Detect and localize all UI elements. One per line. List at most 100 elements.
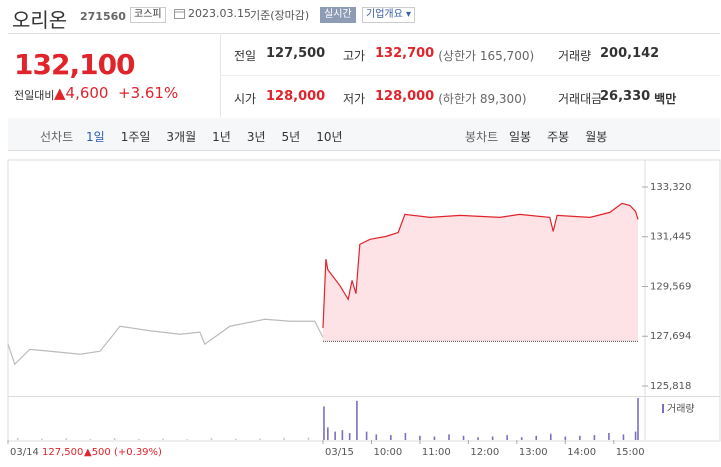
change: ▲4,600 [54,84,109,102]
item-label: 저가 [343,92,366,106]
volume-bar [564,436,567,440]
change-rate: +3.61% [118,84,179,102]
volume-bar [448,434,450,440]
x-tick-label: 03/14 [10,447,39,458]
tab[interactable]: 5년 [281,130,301,144]
price-area [323,203,638,342]
y-tick-label: 125,818 [650,381,691,392]
volume-bar [138,438,140,440]
volume-bar [162,438,164,440]
volume-bar [491,436,494,440]
item-note: (상한가 165,700) [438,49,535,63]
volume-bar [608,433,610,440]
volume-bar [390,435,392,440]
x-tick-label: 15:00 [616,447,645,458]
x-tick-label: 10:00 [373,447,402,458]
divider [220,33,221,117]
volume-bar [41,438,43,440]
current-price: 132,100 [14,48,136,81]
volume-bar [259,438,261,440]
tab-label: 선차트 [40,130,74,144]
hover-price: 127,500 [42,447,83,458]
volume-bar [375,434,378,440]
item-label: 고가 [343,49,366,63]
volume-bar [327,427,329,440]
status: 기준(장마감) [250,9,310,22]
y-tick-label: 129,569 [650,282,691,293]
volume-bar [210,438,213,440]
volume-bar [348,433,351,440]
hover-rate: (+0.39%) [114,447,162,458]
stock-name: 오리온 [12,8,68,32]
change-label: 전일대비 [14,89,55,102]
x-tick-label: 03/15 [325,447,354,458]
tab[interactable]: 3개월 [166,130,197,144]
item-value: 128,000 [266,89,326,104]
volume-bar [404,433,407,440]
item-value: 128,000 [375,89,435,104]
tab[interactable]: 1주일 [120,130,151,144]
volume-bar [535,435,538,440]
x-tick-label: 14:00 [567,447,596,458]
volume-bar [549,433,552,440]
volume-bar [520,437,523,440]
tab[interactable]: 주봉 [547,130,570,144]
market-badge: 코스피 [130,7,166,23]
y-tick-label: 127,694 [650,331,691,342]
item-label: 전일 [234,49,257,63]
realtime-badge[interactable]: 실시간 [320,7,356,23]
y-tick-label: 131,445 [650,232,691,243]
tab[interactable]: 1일 [86,130,105,144]
date: 2023.03.15 [188,7,251,20]
volume-bar [283,437,286,440]
x-tick-label: 12:00 [470,447,499,458]
item-value: 132,700 [375,46,435,61]
legend-swatch [662,404,664,413]
volume-bar [16,437,19,440]
x-tick-label: 13:00 [519,447,548,458]
company-info-button[interactable]: 기업개요 ▾ [362,7,416,23]
item-label: 시가 [234,92,257,106]
tab-label: 봉차트 [465,130,499,144]
volume-bar [419,435,421,440]
hover-change: ▲500 [84,447,111,458]
item-label: 거래량 [558,49,592,63]
tab[interactable]: 월봉 [585,130,608,144]
volume-bar [637,398,639,440]
volume-bar [89,439,92,440]
tab[interactable]: 1년 [212,130,231,144]
volume-bar [634,431,637,440]
legend-label: 거래량 [667,403,695,415]
tab[interactable]: 10년 [316,130,343,144]
item-value: 26,330 [600,89,651,104]
tab-bar [8,118,720,151]
volume-bar [477,437,479,440]
plot-frame [7,159,721,442]
item-note: (하한가 89,300) [438,92,527,106]
volume-bar [356,400,358,440]
price-line [7,318,324,366]
stock-code: 271560 [80,10,126,23]
volume-bar [307,437,310,440]
volume-bar [579,435,581,440]
calendar-icon [174,9,185,19]
volume-bar [341,430,344,440]
x-tick-label: 11:00 [422,447,451,458]
item-label: 거래대금 [558,92,603,106]
item-value: 200,142 [600,46,660,61]
chart: 125,818 127,694 129,569 131,445 133,320 03/14… [7,159,721,458]
tab[interactable]: 일봉 [509,130,532,144]
volume-bar [113,438,116,440]
volume-bar [65,438,67,440]
tab[interactable]: 3년 [246,130,266,144]
price-line [322,202,639,329]
volume-bar [506,435,508,440]
volume-bar [234,438,237,440]
company-info-text: 기업개요 [366,9,403,20]
volume-bar [323,406,325,440]
volume-bar [433,436,436,440]
item-value: 127,500 [266,46,326,61]
volume-bar [593,435,596,440]
divider [221,75,720,76]
